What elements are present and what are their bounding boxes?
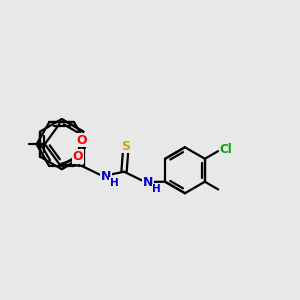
Text: O: O [73, 150, 83, 163]
Text: H: H [110, 178, 118, 188]
Text: Cl: Cl [219, 143, 232, 156]
Text: H: H [152, 184, 161, 194]
Text: N: N [143, 176, 153, 188]
Text: O: O [76, 134, 87, 147]
Text: S: S [122, 140, 130, 153]
Text: N: N [100, 169, 111, 183]
